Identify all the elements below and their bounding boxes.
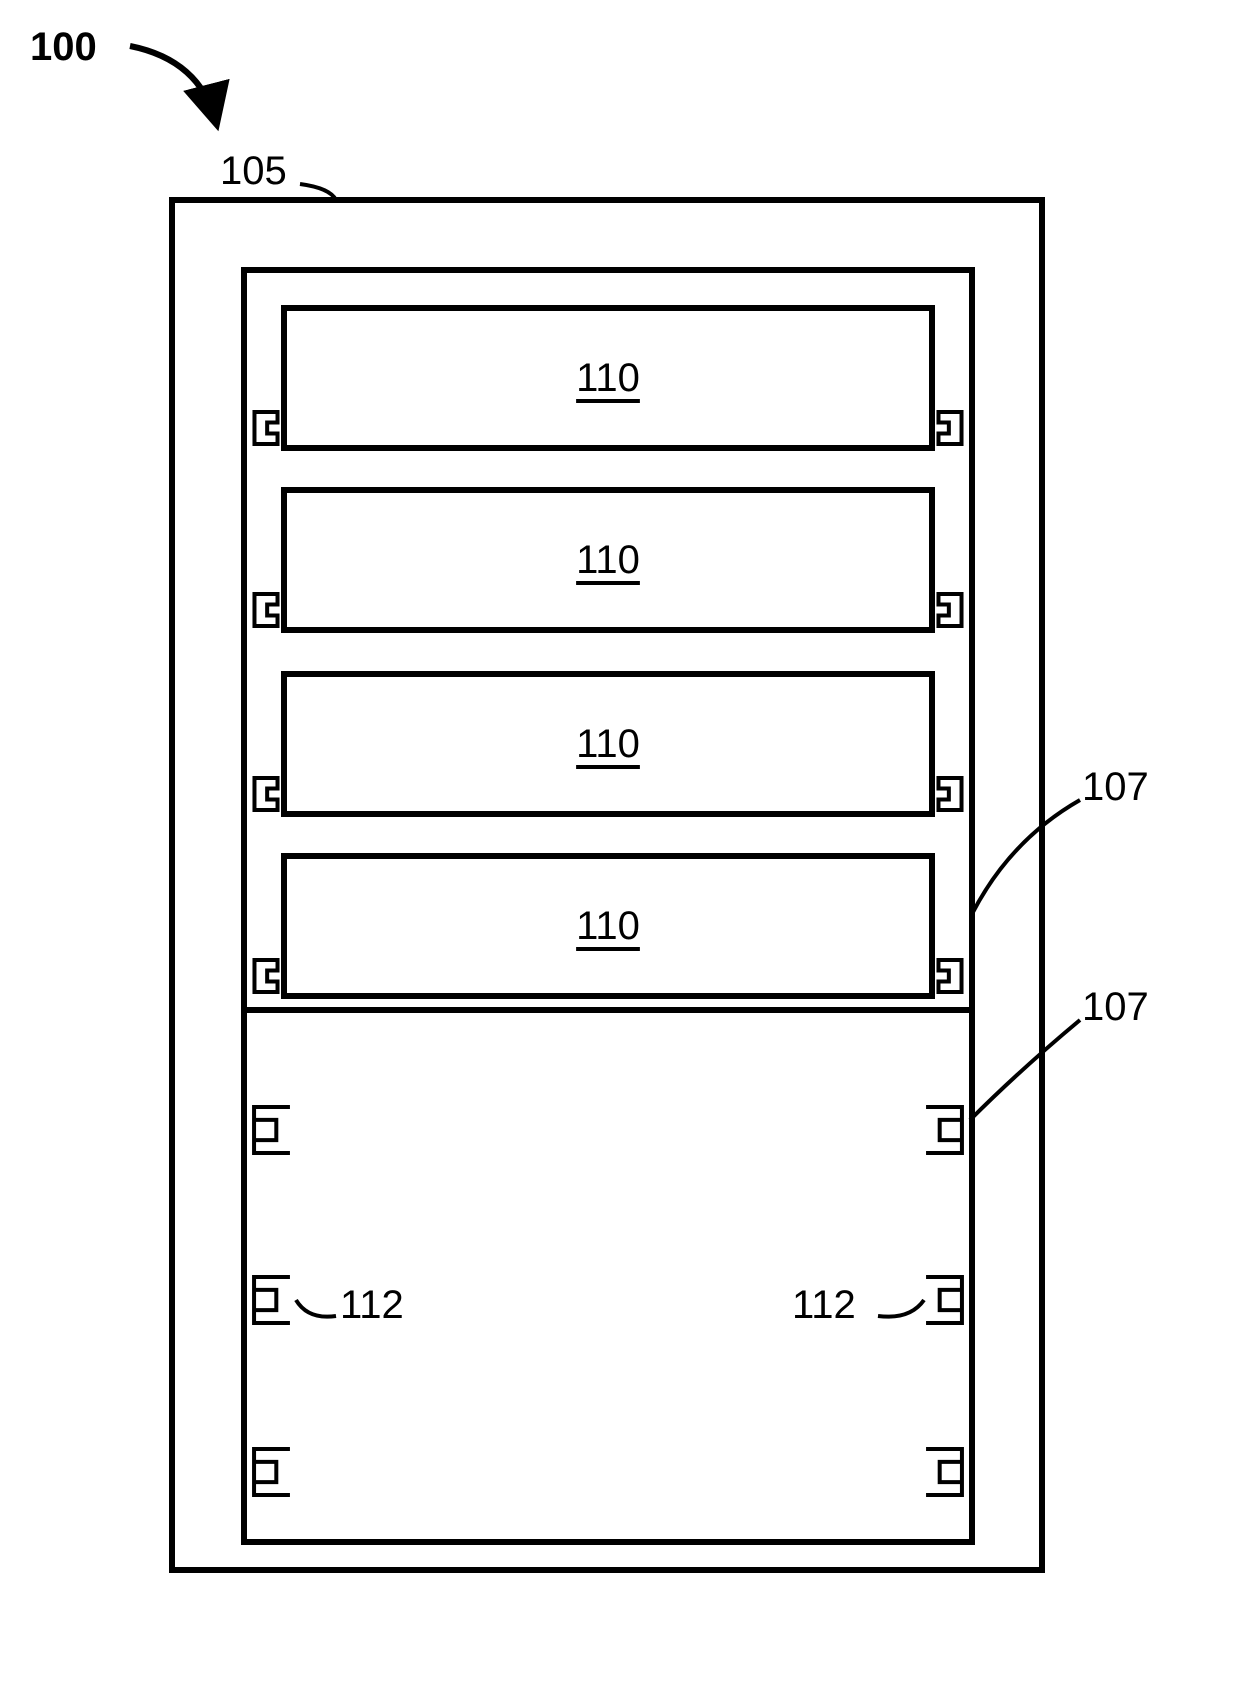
ref-107a-leader xyxy=(972,800,1080,914)
ref-107a-label: 107 xyxy=(1082,765,1149,809)
empty-clip-left-1 xyxy=(254,1277,290,1323)
slot-0: 110 xyxy=(284,308,932,448)
ref-105-label: 105 xyxy=(220,149,287,193)
outer-enclosure xyxy=(172,200,1042,1570)
filled-clip-right-3 xyxy=(938,960,961,992)
figure-ref-arrow xyxy=(130,46,216,122)
slot-label-2: 110 xyxy=(576,722,640,766)
rack-frame-1 xyxy=(244,1010,972,1542)
empty-clip-left-2 xyxy=(254,1449,290,1495)
ref-112-left-label: 112 xyxy=(340,1283,404,1327)
empty-clip-right-1 xyxy=(926,1277,962,1323)
slot-3: 110 xyxy=(284,856,932,996)
slot-label-1: 110 xyxy=(576,538,640,582)
empty-clip-right-0 xyxy=(926,1107,962,1153)
slot-1: 110 xyxy=(284,490,932,630)
ref-107b-label: 107 xyxy=(1082,985,1149,1029)
filled-clip-left-3 xyxy=(254,960,277,992)
filled-clip-left-1 xyxy=(254,594,277,626)
ref-112-right-leader xyxy=(878,1300,924,1317)
filled-clip-left-0 xyxy=(254,412,277,444)
empty-clip-left-0 xyxy=(254,1107,290,1153)
filled-clip-right-0 xyxy=(938,412,961,444)
filled-clip-right-1 xyxy=(938,594,961,626)
empty-clip-right-2 xyxy=(926,1449,962,1495)
slot-2: 110 xyxy=(284,674,932,814)
ref-112-left-leader xyxy=(296,1300,336,1317)
ref-107b-leader xyxy=(970,1020,1080,1120)
filled-clip-right-2 xyxy=(938,778,961,810)
slot-label-3: 110 xyxy=(576,904,640,948)
filled-clip-left-2 xyxy=(254,778,277,810)
figure-ref-100: 100 xyxy=(30,25,97,69)
slot-label-0: 110 xyxy=(576,356,640,400)
ref-112-right-label: 112 xyxy=(792,1283,856,1327)
